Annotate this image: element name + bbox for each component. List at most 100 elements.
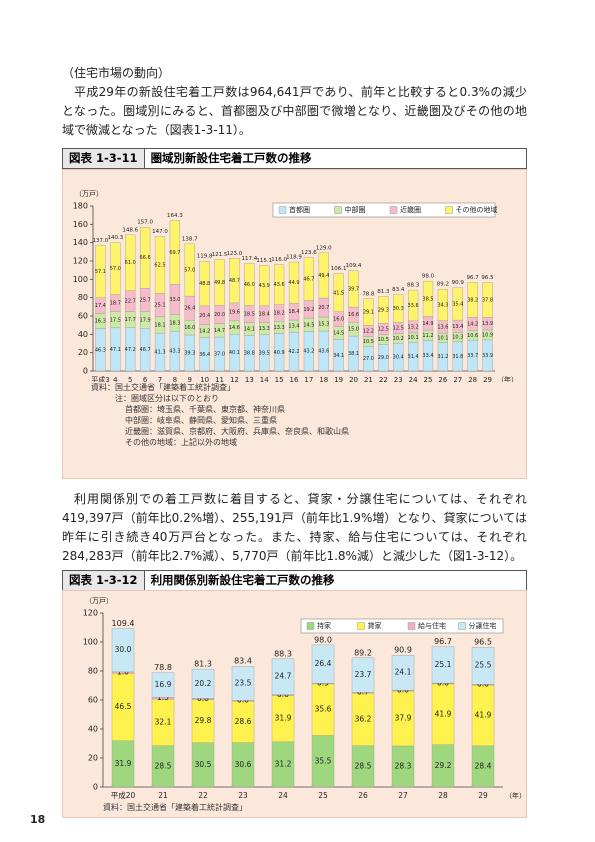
bar-segment <box>244 263 255 306</box>
total-label: 118.9 <box>286 255 302 261</box>
total-label: 81.3 <box>377 289 390 295</box>
value-label: 61.0 <box>125 260 136 266</box>
value-label: 13.3 <box>274 325 285 331</box>
x-tick-label: 18 <box>319 376 328 382</box>
bar-segment <box>348 270 359 308</box>
y-tick-label: 120 <box>83 609 98 618</box>
value-label: 31.8 <box>452 354 463 360</box>
x-tick-label: 20 <box>349 376 358 382</box>
x-tick-label: 11 <box>215 376 224 382</box>
value-label: 16.3 <box>95 319 106 325</box>
value-label: 16.9 <box>155 680 172 689</box>
y-tick-label: 20 <box>78 348 88 357</box>
x-tick-label: 10 <box>200 376 209 382</box>
x-tick-label: 21 <box>158 791 168 800</box>
value-label: 39.5 <box>259 350 270 356</box>
value-label: 34.3 <box>437 302 448 308</box>
value-label: 11.2 <box>422 333 433 339</box>
y-tick-label: 60 <box>88 696 98 705</box>
bar-segment <box>111 628 135 673</box>
note: 注：圏域区分は以下のとおり <box>115 394 219 403</box>
x-tick-label: 4 <box>113 376 118 382</box>
total-label: 148.6 <box>122 227 138 233</box>
x-tick-label: 平成3 <box>91 375 109 382</box>
total-label: 117.4 <box>241 256 257 262</box>
value-label: 20.7 <box>318 305 329 311</box>
x-tick-label: 15 <box>275 376 284 382</box>
total-label: 109.4 <box>346 263 362 269</box>
value-label: 57.1 <box>95 269 106 275</box>
x-tick-label: 14 <box>260 376 269 382</box>
total-label: 157.0 <box>137 220 153 226</box>
bar-segment <box>139 226 151 289</box>
value-label: 14.2 <box>467 321 478 327</box>
value-label: 36.4 <box>199 352 210 358</box>
total-label: 90.9 <box>452 280 465 286</box>
bar-segment <box>199 260 210 307</box>
y-tick-label: 40 <box>78 330 88 339</box>
value-label: 62.5 <box>154 262 165 268</box>
bar-segment <box>452 287 463 321</box>
x-tick-label: 29 <box>478 791 488 800</box>
value-label: 34.1 <box>333 353 344 359</box>
total-label: 147.0 <box>152 229 168 235</box>
x-tick-label: 13 <box>245 376 254 382</box>
value-label: 29.3 <box>378 307 389 313</box>
value-label: 13.3 <box>259 326 270 332</box>
chart: （万戸） 0 20 40 60 80 100 120 平成20 31.9 46.5 1.0 30.0 10… <box>83 597 526 800</box>
total-label: 123.6 <box>301 250 317 256</box>
x-unit: （年） <box>497 375 518 382</box>
value-label: 14.9 <box>422 321 433 327</box>
value-label: 29.8 <box>195 716 212 725</box>
x-tick-label: 22 <box>198 791 208 800</box>
value-label: 20.2 <box>195 679 212 688</box>
total-label: 119.8 <box>197 254 213 260</box>
total-label: 89.2 <box>437 282 449 288</box>
value-label: 16.6 <box>348 312 359 318</box>
value-label: 1.0 <box>117 668 129 677</box>
x-tick-label: 28 <box>438 791 448 800</box>
value-label: 12.5 <box>378 327 389 333</box>
total-label: 109.4 <box>112 619 135 628</box>
bar-segment <box>214 259 225 306</box>
value-label: 40.1 <box>229 350 240 356</box>
chart-panel: （万戸） 0 20 40 60 80 100 120 140 160 180 平成3 46.3 16.3 1… <box>62 169 527 479</box>
value-label: 43.6 <box>274 282 285 288</box>
total-label: 96.5 <box>481 275 494 281</box>
value-label: 41.9 <box>435 709 452 718</box>
bar-segment <box>169 220 181 285</box>
bar-segment <box>271 658 295 695</box>
value-label: 30.3 <box>393 306 404 312</box>
y-tick-label: 100 <box>83 638 98 647</box>
value-label: 43.3 <box>169 349 180 355</box>
bar-segment <box>482 282 493 318</box>
bar-segment <box>259 265 270 306</box>
value-label: 15.0 <box>348 327 359 333</box>
source: 資料：国土交通省「建築着工統計調査」 <box>103 803 247 812</box>
total-label: 83.4 <box>392 287 405 293</box>
bar-segment <box>311 644 335 684</box>
total-label: 129.0 <box>316 245 332 251</box>
note: 首都圏：埼玉県、千葉県、東京都、神奈川県 <box>125 405 285 414</box>
value-label: 38.1 <box>348 351 359 357</box>
value-label: 24.7 <box>275 672 292 681</box>
bar-segment <box>231 666 255 701</box>
section-heading: （住宅市場の動向） <box>62 66 171 80</box>
value-label: 18.7 <box>110 301 121 307</box>
legend-label: 分譲住宅 <box>469 621 497 630</box>
x-tick-label: 28 <box>468 376 477 382</box>
bar-segment <box>333 273 344 312</box>
figure-header: 図表 1-3-12 利用関係別新設住宅着工戸数の推移 <box>62 570 527 591</box>
value-label: 30.4 <box>393 355 404 361</box>
value-label: 18.5 <box>244 312 255 318</box>
value-label: 33.9 <box>482 353 493 359</box>
value-label: 41.5 <box>333 290 344 296</box>
legend-label: その他の地域 <box>456 205 498 214</box>
x-tick-label: 12 <box>230 376 239 382</box>
value-label: 18.1 <box>154 322 165 328</box>
value-label: 25.5 <box>475 661 492 670</box>
y-tick-label: 100 <box>73 275 88 284</box>
value-label: 13.6 <box>437 324 448 330</box>
figure-number: 図表 1-3-11 <box>63 149 145 168</box>
value-label: 14.5 <box>333 331 344 337</box>
